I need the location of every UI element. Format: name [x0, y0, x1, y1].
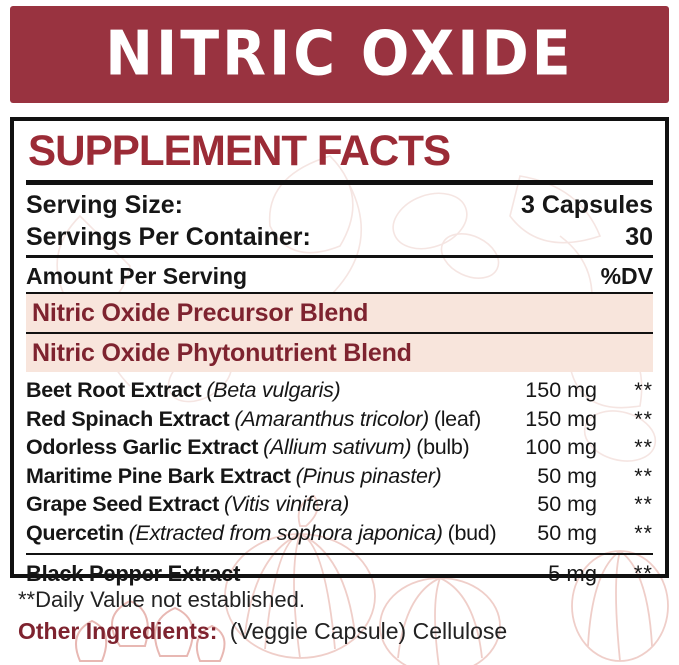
ingredient-dv: ** — [634, 378, 653, 402]
blend-band-phytonutrient: Nitric Oxide Phytonutrient Blend — [26, 334, 653, 372]
serving-size-row: Serving Size: 3 Capsules — [26, 189, 653, 221]
ingredient-latin-name: (Extracted from sophora japonica) — [128, 520, 443, 545]
ingredient-amount: 150 mg — [525, 378, 597, 402]
ingredient-amount: 100 mg — [525, 435, 597, 459]
ingredient-amount: 50 mg — [537, 520, 597, 545]
ingredient-name: Red Spinach Extract — [26, 406, 230, 431]
ingredient-row-red-spinach: Red Spinach Extract (Amaranthus tricolor… — [26, 405, 653, 434]
servings-per-container-label: Servings Per Container: — [26, 223, 311, 251]
ingredient-dv: ** — [634, 406, 653, 431]
ingredient-name: Quercetin — [26, 520, 124, 545]
product-banner: NITRIC OXIDE — [10, 6, 669, 103]
ingredient-plant-part: (bud) — [447, 520, 497, 545]
divider-medium — [26, 255, 653, 258]
amount-per-serving-row: Amount Per Serving %DV — [26, 260, 653, 292]
product-title: NITRIC OXIDE — [105, 18, 574, 90]
label-footer: **Daily Value not established. Other Ing… — [18, 586, 669, 646]
ingredient-dv: ** — [634, 463, 653, 488]
blend-band-precursor: Nitric Oxide Precursor Blend — [26, 294, 653, 332]
ingredient-row-quercetin: Quercetin (Extracted from sophora japoni… — [26, 519, 653, 548]
ingredient-name: Maritime Pine Bark Extract — [26, 463, 291, 488]
serving-size-label: Serving Size: — [26, 191, 183, 219]
blend-label: Nitric Oxide Precursor Blend — [32, 298, 369, 327]
divider-thin — [26, 292, 653, 294]
ingredient-row-grape-seed: Grape Seed Extract (Vitis vinifera) 50 m… — [26, 490, 653, 519]
divider-thick — [26, 180, 653, 185]
ingredient-row-odorless-garlic: Odorless Garlic Extract (Allium sativum)… — [26, 433, 653, 462]
daily-value-footnote: **Daily Value not established. — [18, 587, 305, 612]
servings-per-container-row: Servings Per Container: 30 — [26, 221, 653, 253]
ingredient-dv: ** — [634, 492, 653, 516]
serving-size-value: 3 Capsules — [520, 191, 653, 219]
ingredient-name: Grape Seed Extract — [26, 492, 219, 516]
ingredient-row-maritime-pine: Maritime Pine Bark Extract (Pinus pinast… — [26, 462, 653, 491]
supplement-label: NITRIC OXIDE SUPPLEMENT FACTS Serving Si… — [0, 6, 679, 646]
dv-header: %DV — [600, 263, 653, 289]
supplement-facts-panel: SUPPLEMENT FACTS Serving Size: 3 Capsule… — [10, 117, 669, 586]
ingredient-latin-name: (Amaranthus tricolor) — [234, 406, 429, 431]
other-ingredients-line: Other Ingredients: (Veggie Capsule) Cell… — [18, 616, 669, 646]
ingredient-amount: 5 mg — [548, 561, 597, 586]
ingredient-amount: 150 mg — [525, 406, 597, 431]
blend-label: Nitric Oxide Phytonutrient Blend — [32, 338, 412, 367]
other-ingredients-value: (Veggie Capsule) Cellulose — [229, 618, 508, 644]
ingredient-amount: 50 mg — [537, 492, 597, 516]
divider-above-black-pepper — [26, 553, 653, 555]
ingredient-latin-name: (Vitis vinifera) — [223, 492, 350, 516]
blend-divider — [26, 332, 653, 334]
ingredient-latin-name: (Pinus pinaster) — [295, 463, 442, 488]
panel-title: SUPPLEMENT FACTS — [28, 127, 451, 175]
ingredient-row-black-pepper: Black Pepper Extract 5 mg ** — [26, 559, 653, 589]
ingredient-plant-part: (bulb) — [416, 435, 470, 459]
ingredient-latin-name: (Allium sativum) — [263, 435, 412, 459]
amount-per-serving-label: Amount Per Serving — [26, 263, 248, 289]
ingredient-name: Black Pepper Extract — [26, 561, 241, 586]
ingredient-dv: ** — [633, 561, 653, 586]
ingredient-latin-name: (Beta vulgaris) — [206, 378, 341, 402]
ingredient-dv: ** — [634, 435, 653, 459]
ingredient-name: Beet Root Extract — [26, 378, 202, 402]
ingredient-name: Odorless Garlic Extract — [26, 435, 259, 459]
ingredient-list: Beet Root Extract (Beta vulgaris) 150 mg… — [26, 376, 653, 547]
ingredient-plant-part: (leaf) — [433, 406, 482, 431]
ingredient-dv: ** — [634, 520, 653, 545]
other-ingredients-label: Other Ingredients: — [18, 618, 218, 644]
ingredient-amount: 50 mg — [537, 463, 597, 488]
ingredient-row-beet-root: Beet Root Extract (Beta vulgaris) 150 mg… — [26, 376, 653, 405]
servings-per-container-value: 30 — [625, 223, 653, 251]
